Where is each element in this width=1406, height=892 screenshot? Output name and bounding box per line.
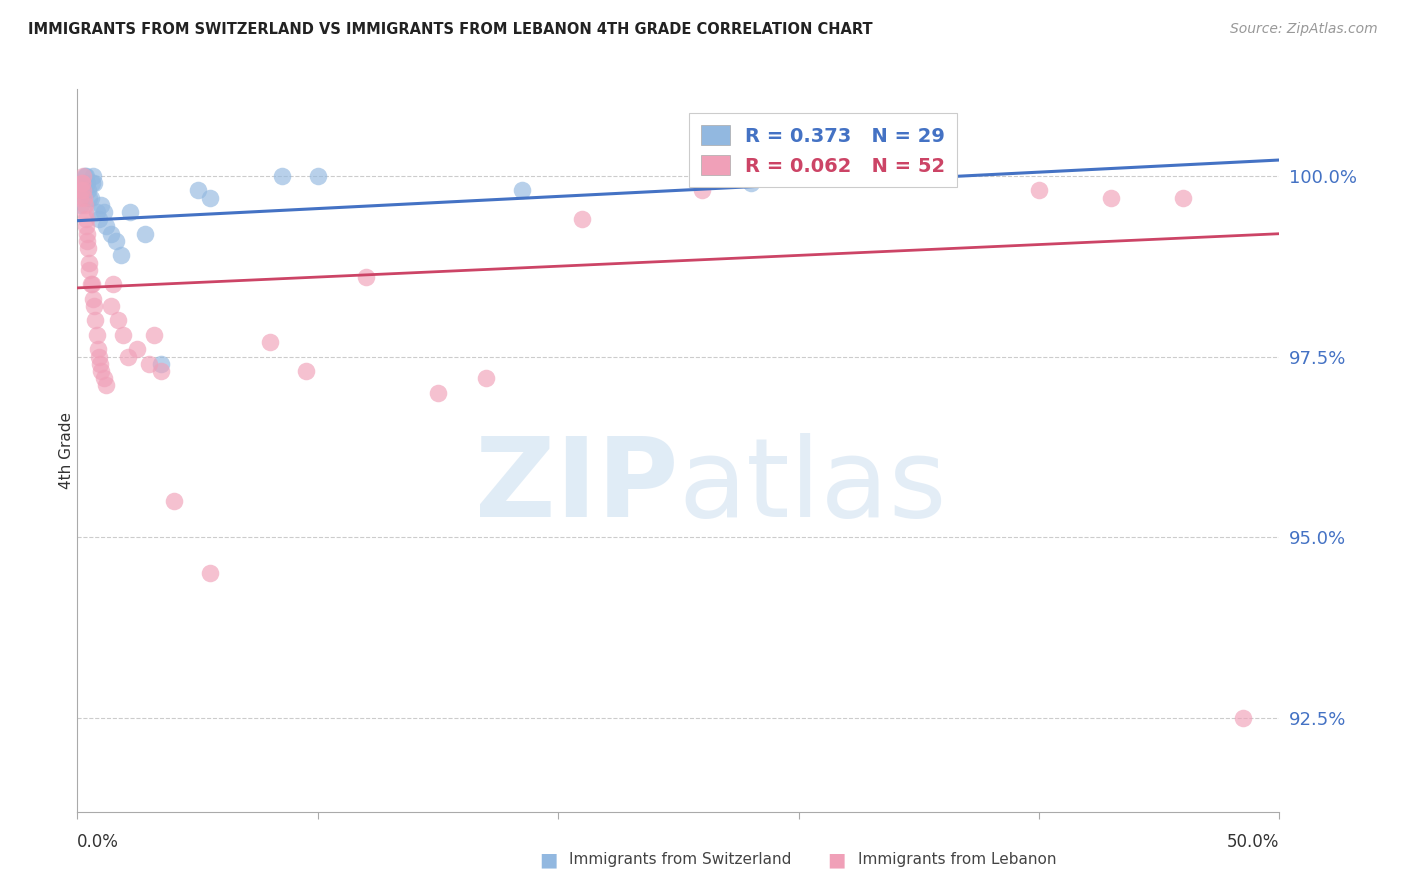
Point	[72, 183, 94, 197]
Text: Source: ZipAtlas.com: Source: ZipAtlas.com	[1230, 22, 1378, 37]
Point	[93, 205, 115, 219]
Point	[920, 169, 942, 183]
Point	[70, 176, 93, 190]
Point	[70, 198, 93, 212]
Point	[100, 299, 122, 313]
Point	[571, 212, 593, 227]
Point	[75, 219, 97, 234]
Point	[77, 255, 100, 269]
Point	[103, 277, 125, 292]
Point	[84, 313, 107, 327]
Point	[87, 343, 110, 357]
Point	[120, 205, 142, 219]
Point	[127, 343, 149, 357]
Point	[110, 248, 132, 262]
Text: atlas: atlas	[679, 434, 946, 540]
Point	[87, 350, 110, 364]
Point	[80, 277, 103, 292]
Point	[294, 364, 316, 378]
Point	[1232, 711, 1254, 725]
Point	[73, 191, 96, 205]
Point	[79, 263, 101, 277]
Point	[186, 183, 209, 197]
Point	[80, 176, 103, 190]
Point	[198, 191, 221, 205]
Point	[82, 169, 104, 183]
Point	[198, 566, 221, 581]
Point	[1099, 191, 1122, 205]
Point	[96, 378, 118, 392]
Point	[692, 183, 714, 197]
Point	[76, 176, 98, 190]
Text: Immigrants from Switzerland: Immigrants from Switzerland	[569, 853, 792, 867]
Point	[107, 313, 129, 327]
Point	[138, 357, 160, 371]
Point	[75, 212, 97, 227]
Point	[162, 494, 184, 508]
Point	[70, 183, 93, 197]
Point	[90, 198, 112, 212]
Point	[79, 191, 101, 205]
Point	[117, 350, 139, 364]
Point	[79, 277, 101, 292]
Point	[76, 227, 98, 241]
Text: 50.0%: 50.0%	[1227, 833, 1279, 851]
Point	[83, 299, 105, 313]
Point	[77, 183, 100, 197]
Point	[787, 169, 810, 183]
Point	[354, 270, 377, 285]
Point	[77, 241, 100, 255]
Point	[73, 169, 96, 183]
Point	[96, 219, 118, 234]
Point	[100, 227, 122, 241]
Point	[83, 176, 105, 190]
Point	[72, 176, 94, 190]
Point	[70, 183, 93, 197]
Point	[740, 176, 762, 190]
Point	[143, 327, 166, 342]
Point	[93, 371, 115, 385]
Point	[70, 176, 93, 190]
Point	[150, 357, 173, 371]
Point	[69, 191, 91, 205]
Point	[134, 227, 156, 241]
Point	[75, 169, 97, 183]
Point	[79, 191, 101, 205]
Point	[510, 183, 533, 197]
Text: ZIP: ZIP	[475, 434, 679, 540]
Text: Immigrants from Lebanon: Immigrants from Lebanon	[858, 853, 1056, 867]
Point	[270, 169, 292, 183]
Point	[1028, 183, 1050, 197]
Legend: R = 0.373   N = 29, R = 0.062   N = 52: R = 0.373 N = 29, R = 0.062 N = 52	[689, 113, 957, 187]
Point	[90, 364, 112, 378]
Y-axis label: 4th Grade: 4th Grade	[59, 412, 73, 489]
Point	[72, 169, 94, 183]
Point	[87, 212, 110, 227]
Point	[86, 327, 108, 342]
Point	[73, 205, 96, 219]
Point	[307, 169, 329, 183]
Point	[475, 371, 498, 385]
Text: IMMIGRANTS FROM SWITZERLAND VS IMMIGRANTS FROM LEBANON 4TH GRADE CORRELATION CHA: IMMIGRANTS FROM SWITZERLAND VS IMMIGRANT…	[28, 22, 873, 37]
Point	[1173, 191, 1195, 205]
Point	[76, 234, 98, 248]
Point	[111, 327, 134, 342]
Point	[82, 292, 104, 306]
Text: 0.0%: 0.0%	[77, 833, 120, 851]
Point	[73, 198, 96, 212]
Point	[259, 335, 281, 350]
Point	[89, 357, 111, 371]
Text: ■: ■	[538, 850, 558, 870]
Point	[104, 234, 127, 248]
Text: ■: ■	[827, 850, 846, 870]
Point	[86, 205, 108, 219]
Point	[427, 385, 450, 400]
Point	[150, 364, 173, 378]
